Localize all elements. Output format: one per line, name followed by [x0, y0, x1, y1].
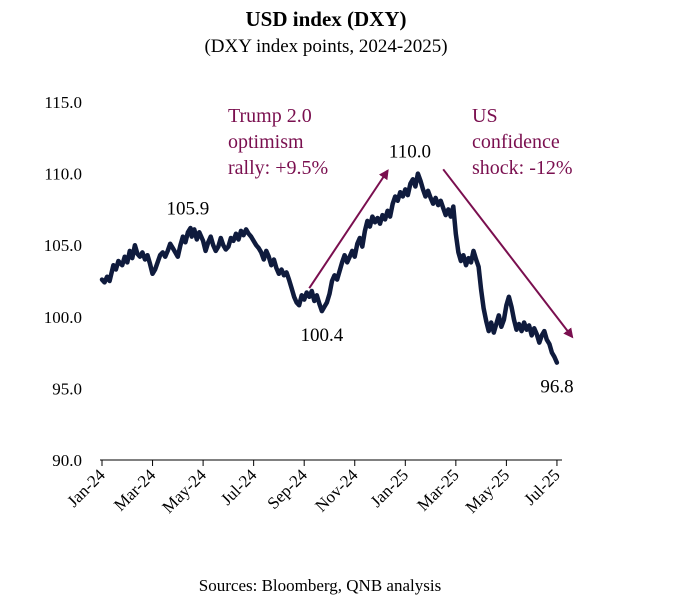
value-annotation: 96.8 [540, 377, 573, 398]
callout-line: Trump 2.0 [228, 105, 312, 127]
callout-arrow [308, 169, 389, 289]
value-annotation: 105.9 [167, 198, 210, 219]
x-axis-ticks: Jan-24 Mar-24 May-24 Jul-24 Sep-24 Nov-24 Jan-… [63, 460, 564, 517]
chart-subtitle: (DXY index points, 2024-2025) [204, 36, 447, 57]
callout-text: Trump 2.0 optimism rally: +9.5% [228, 105, 328, 179]
callout-line: US [472, 105, 498, 127]
x-tick-label: Mar-25 [413, 465, 462, 514]
value-annotation: 100.4 [301, 325, 344, 346]
callout-arrow [442, 168, 574, 339]
callout-line: optimism [228, 131, 304, 153]
x-tick-label: Jul-25 [520, 465, 563, 508]
x-tick-label: Nov-24 [311, 465, 362, 516]
y-tick-label: 90.0 [52, 451, 82, 470]
x-tick-label: Jul-24 [217, 465, 261, 509]
chart-title: USD index (DXY) [245, 7, 406, 31]
x-tick-label: May-25 [462, 465, 513, 516]
callout-text: US confidence shock: -12% [472, 105, 573, 179]
y-axis-tick-labels: 115.0 110.0 105.0 100.0 95.0 90.0 [44, 93, 82, 470]
y-tick-label: 105.0 [44, 236, 82, 255]
value-annotations: 105.9 100.4 110.0 96.8 [167, 142, 574, 398]
y-tick-label: 110.0 [44, 165, 82, 184]
x-tick-label: Jan-24 [63, 465, 109, 511]
x-tick-label: Mar-24 [110, 465, 160, 515]
y-tick-label: 100.0 [44, 308, 82, 327]
value-annotation: 110.0 [389, 142, 431, 163]
x-tick-label: May-24 [158, 465, 210, 517]
callout-line: rally: +9.5% [228, 157, 328, 179]
x-tick-label: Jan-25 [367, 465, 412, 510]
dxy-series-line [99, 171, 560, 365]
y-tick-label: 115.0 [44, 93, 82, 112]
source-note: Sources: Bloomberg, QNB analysis [199, 576, 441, 595]
callout-line: shock: -12% [472, 157, 573, 179]
y-tick-label: 95.0 [52, 379, 82, 398]
x-tick-label: Sep-24 [264, 465, 312, 513]
trend-callouts: Trump 2.0 optimism rally: +9.5% US confidenc… [228, 105, 574, 339]
callout-line: confidence [472, 131, 560, 153]
